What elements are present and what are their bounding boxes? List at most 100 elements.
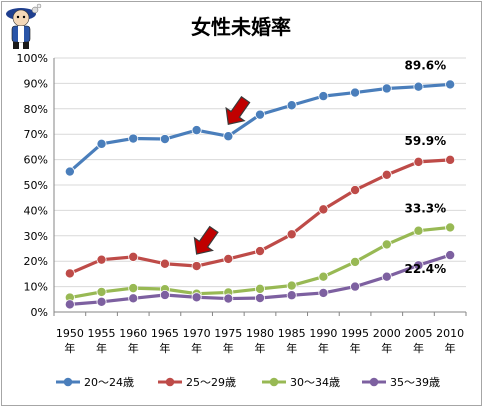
legend-marker <box>269 377 279 387</box>
data-point <box>223 131 234 142</box>
legend: 20～24歳 25～29歳 30～34歳 35～39歳 <box>56 376 440 389</box>
y-tick-label: 20% <box>24 255 48 268</box>
data-point <box>159 134 170 145</box>
end-value-label: 33.3% <box>405 201 447 215</box>
x-tick-label: 2005 年 <box>404 327 432 355</box>
legend-label: 35～39歳 <box>390 376 440 389</box>
data-point <box>223 293 234 304</box>
x-tick-label: 2010 年 <box>436 327 464 355</box>
data-point <box>350 256 361 267</box>
y-tick-label: 100% <box>17 52 48 65</box>
data-point <box>445 250 456 261</box>
x-tick-label: 1970 年 <box>183 327 211 355</box>
series-line <box>69 158 451 275</box>
series-1: 89.6% <box>64 58 456 177</box>
data-point <box>413 156 424 167</box>
x-tick-label: 2000 年 <box>373 327 401 355</box>
y-axis-ticks: 0% 10% 20% 30% 40% 50% 60% 70% 80% 90% 100% <box>17 52 48 319</box>
data-point <box>128 251 139 262</box>
y-tick-label: 50% <box>24 179 48 192</box>
data-point <box>286 229 297 240</box>
data-point <box>350 185 361 196</box>
data-point <box>445 222 456 233</box>
data-point <box>445 154 456 165</box>
data-point <box>96 296 107 307</box>
series-2: 59.9% <box>64 134 456 279</box>
legend-item: 30～34歳 <box>262 376 340 389</box>
data-point <box>413 225 424 236</box>
data-point <box>128 133 139 144</box>
annotation-arrow <box>225 95 251 125</box>
annotation-arrows <box>193 95 251 255</box>
data-point <box>254 109 265 120</box>
data-point <box>286 290 297 301</box>
data-point <box>413 260 424 271</box>
data-point <box>381 239 392 250</box>
legend-label: 20～24歳 <box>84 376 134 389</box>
x-tick-label: 1965 年 <box>151 327 179 355</box>
legend-marker <box>165 377 175 387</box>
x-tick-label: 1985 年 <box>278 327 306 355</box>
series-4: 22.4% <box>64 250 456 310</box>
end-value-label: 22.4% <box>405 262 447 276</box>
data-point <box>286 280 297 291</box>
data-point <box>64 166 75 177</box>
x-tick-label: 1955 年 <box>88 327 116 355</box>
data-point <box>191 292 202 303</box>
x-tick-label: 1975 年 <box>214 327 242 355</box>
data-point <box>128 293 139 304</box>
legend-label: 25～29歳 <box>186 376 236 389</box>
data-point <box>318 204 329 215</box>
legend-item: 25～29歳 <box>158 376 236 389</box>
data-point <box>350 281 361 292</box>
series-group: 89.6% 59.9% 33.3% 22.4% <box>64 58 456 310</box>
data-point <box>159 289 170 300</box>
grid <box>53 57 466 313</box>
chart-title: 女性未婚率 <box>191 15 291 39</box>
end-value-label: 89.6% <box>405 58 447 72</box>
y-tick-label: 80% <box>24 103 48 116</box>
data-point <box>381 83 392 94</box>
mascot-logo <box>6 3 42 49</box>
y-tick-label: 60% <box>24 154 48 167</box>
data-point <box>254 283 265 294</box>
data-point <box>96 254 107 265</box>
data-point <box>128 283 139 294</box>
y-tick-label: 70% <box>24 128 48 141</box>
data-point <box>445 79 456 90</box>
data-point <box>96 286 107 297</box>
data-point <box>286 100 297 111</box>
end-value-label: 59.9% <box>405 134 447 148</box>
x-tick-label: 1950 年 <box>56 327 84 355</box>
y-tick-label: 0% <box>31 306 48 319</box>
y-tick-label: 30% <box>24 230 48 243</box>
data-point <box>350 87 361 98</box>
data-point <box>381 271 392 282</box>
x-tick-label: 1960 年 <box>119 327 147 355</box>
data-point <box>254 246 265 257</box>
y-tick-label: 10% <box>24 281 48 294</box>
legend-item: 20～24歳 <box>56 376 134 389</box>
data-point <box>381 169 392 180</box>
y-tick-label: 90% <box>24 77 48 90</box>
data-point <box>318 271 329 282</box>
data-point <box>413 81 424 92</box>
legend-label: 30～34歳 <box>290 376 340 389</box>
data-point <box>159 258 170 269</box>
data-point <box>318 91 329 102</box>
y-tick-label: 40% <box>24 204 48 217</box>
x-tick-label: 1995 年 <box>341 327 369 355</box>
data-point <box>64 268 75 279</box>
x-tick-label: 1990 年 <box>309 327 337 355</box>
data-point <box>96 138 107 149</box>
data-point <box>318 287 329 298</box>
series-line <box>68 82 451 173</box>
x-tick-label: 1980 年 <box>246 327 274 355</box>
data-point <box>223 253 234 264</box>
data-point <box>191 261 202 272</box>
data-point <box>64 299 75 310</box>
legend-marker <box>63 377 73 387</box>
